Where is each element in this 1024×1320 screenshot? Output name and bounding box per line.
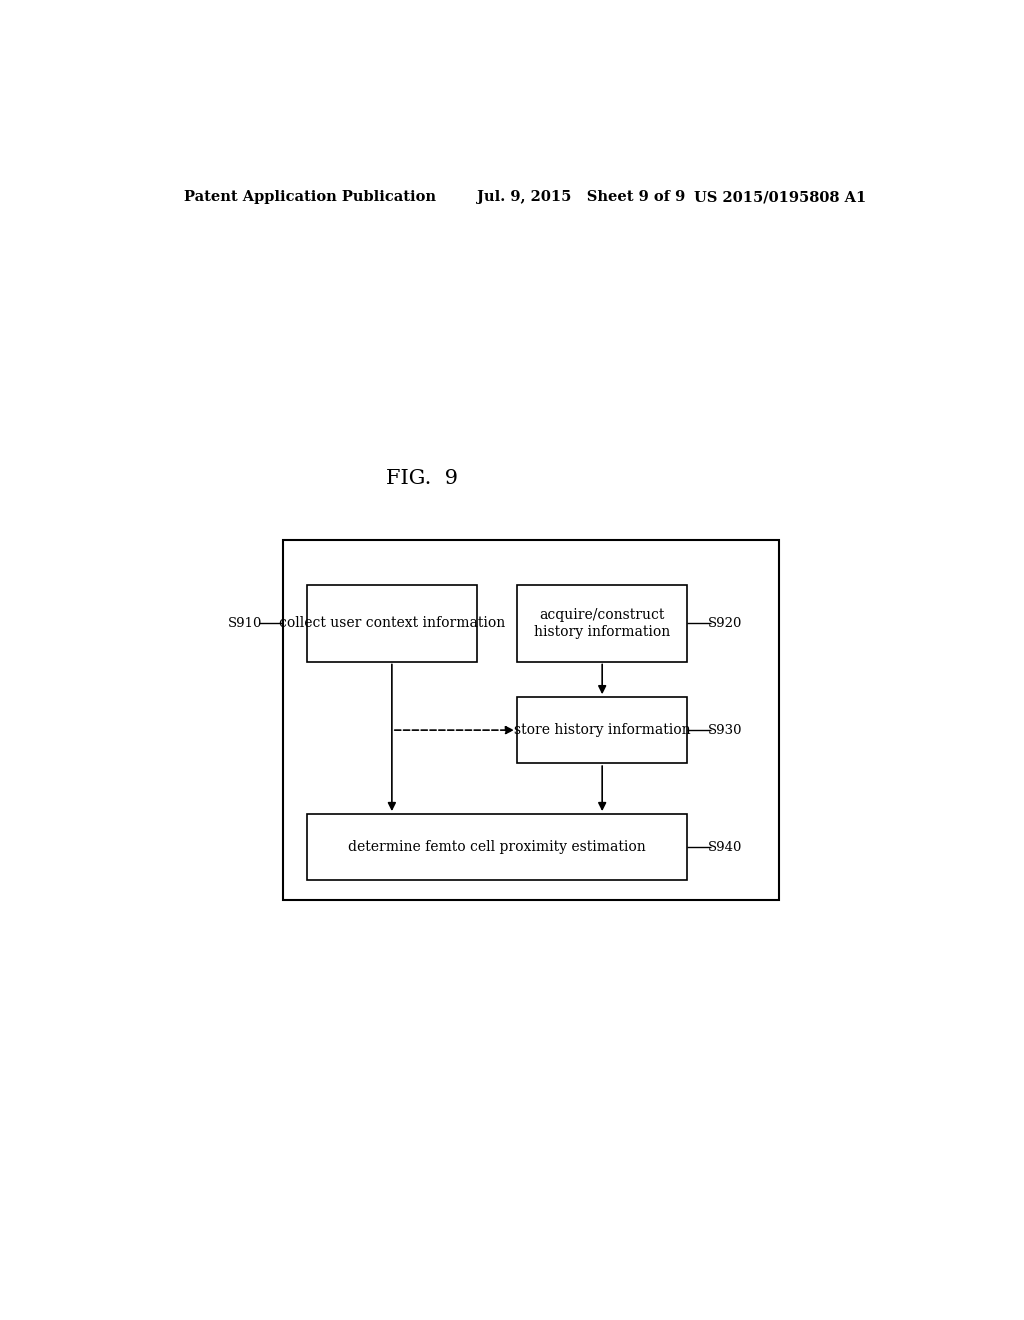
Text: acquire/construct
history information: acquire/construct history information [535,609,671,639]
Text: FIG.  9: FIG. 9 [386,469,458,488]
Bar [306,585,477,661]
Text: determine femto cell proximity estimation: determine femto cell proximity estimatio… [348,840,646,854]
Text: store history information: store history information [514,723,690,737]
Text: Patent Application Publication: Patent Application Publication [183,190,435,205]
Bar [517,697,687,763]
Text: US 2015/0195808 A1: US 2015/0195808 A1 [694,190,866,205]
Bar [283,540,778,900]
Bar [306,814,687,880]
Text: S930: S930 [708,723,742,737]
Text: S940: S940 [708,841,742,854]
Bar [517,585,687,661]
Text: Jul. 9, 2015   Sheet 9 of 9: Jul. 9, 2015 Sheet 9 of 9 [477,190,685,205]
Text: S920: S920 [708,616,742,630]
Text: collect user context information: collect user context information [279,616,505,631]
Text: S910: S910 [228,616,262,630]
